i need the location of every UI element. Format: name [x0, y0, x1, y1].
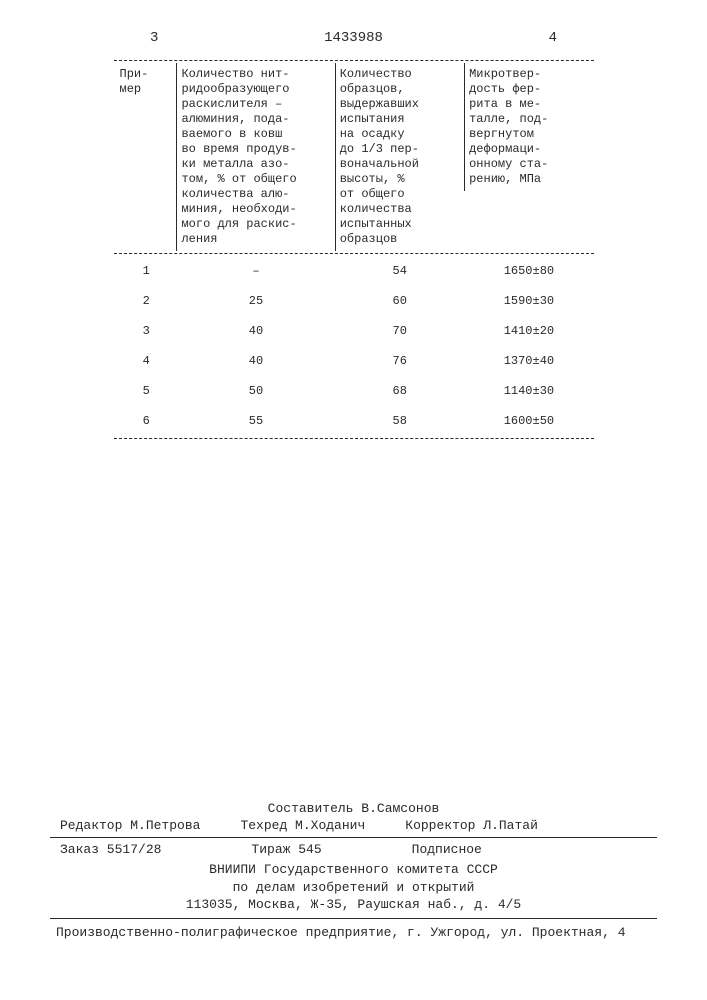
credits-line: Редактор М.Петрова Техред М.Ходанич Корр…: [50, 818, 657, 833]
cell: 3: [114, 320, 177, 343]
cell: 25: [177, 290, 335, 313]
cell: 55: [177, 410, 335, 433]
editor: Редактор М.Петрова: [60, 818, 200, 833]
page: 3 1433988 4 При- мер Количество нит- рид…: [0, 0, 707, 1000]
table-rule-top: [114, 60, 594, 61]
institution-line-1: ВНИИПИ Государственного комитета СССР: [50, 861, 657, 879]
cell: 1590±30: [464, 290, 593, 313]
order-number: Заказ 5517/28: [60, 842, 161, 857]
cell: –: [177, 260, 335, 283]
cell: 58: [335, 410, 464, 433]
tech-editor: Техред М.Ходанич: [240, 818, 365, 833]
footer: Составитель В.Самсонов Редактор М.Петров…: [50, 801, 657, 940]
cell: 1650±80: [464, 260, 593, 283]
cell: 68: [335, 380, 464, 403]
order-line: Заказ 5517/28 Тираж 545 Подписное: [50, 842, 657, 857]
page-header: 3 1433988 4: [50, 30, 657, 54]
table-row: 1 – 54 1650±80: [114, 256, 594, 286]
col-header-hardness: Микротвер- дость фер- рита в ме- талле, …: [464, 63, 593, 191]
cell: 60: [335, 290, 464, 313]
subscription: Подписное: [412, 842, 482, 857]
cell: 40: [177, 320, 335, 343]
table-row: 5 50 68 1140±30: [114, 376, 594, 406]
cell: 5: [114, 380, 177, 403]
cell: 1600±50: [464, 410, 593, 433]
cell: 1410±20: [464, 320, 593, 343]
cell: 6: [114, 410, 177, 433]
compiler-line: Составитель В.Самсонов: [50, 801, 657, 816]
col-header-samples: Количество образцов, выдержавших испытан…: [335, 63, 464, 251]
cell: 70: [335, 320, 464, 343]
printer-line: Производственно-полиграфическое предприя…: [50, 925, 657, 940]
corrector: Корректор Л.Патай: [405, 818, 538, 833]
table-header-row: При- мер Количество нит- ридообразующего…: [114, 63, 594, 251]
cell: 1140±30: [464, 380, 593, 403]
table-row: 3 40 70 1410±20: [114, 316, 594, 346]
institution-line-3: 113035, Москва, Ж-35, Раушская наб., д. …: [50, 896, 657, 914]
page-number-left: 3: [150, 30, 158, 46]
cell: 1370±40: [464, 350, 593, 373]
data-table: При- мер Количество нит- ридообразующего…: [114, 60, 594, 439]
cell: 1: [114, 260, 177, 283]
document-number: 1433988: [324, 30, 383, 46]
cell: 2: [114, 290, 177, 313]
table-rule-mid: [114, 253, 594, 254]
col-header-example: При- мер: [114, 63, 177, 101]
cell: 40: [177, 350, 335, 373]
tirage: Тираж 545: [251, 842, 321, 857]
table-row: 4 40 76 1370±40: [114, 346, 594, 376]
table-row: 2 25 60 1590±30: [114, 286, 594, 316]
cell: 50: [177, 380, 335, 403]
table-row: 6 55 58 1600±50: [114, 406, 594, 436]
cell: 4: [114, 350, 177, 373]
divider: [50, 837, 657, 838]
page-number-right: 4: [549, 30, 557, 46]
table-rule-bottom: [114, 438, 594, 439]
cell: 76: [335, 350, 464, 373]
institution-line-2: по делам изобретений и открытий: [50, 879, 657, 897]
divider: [50, 918, 657, 919]
col-header-aluminum: Количество нит- ридообразующего раскисли…: [176, 63, 334, 251]
cell: 54: [335, 260, 464, 283]
institution-block: ВНИИПИ Государственного комитета СССР по…: [50, 861, 657, 914]
